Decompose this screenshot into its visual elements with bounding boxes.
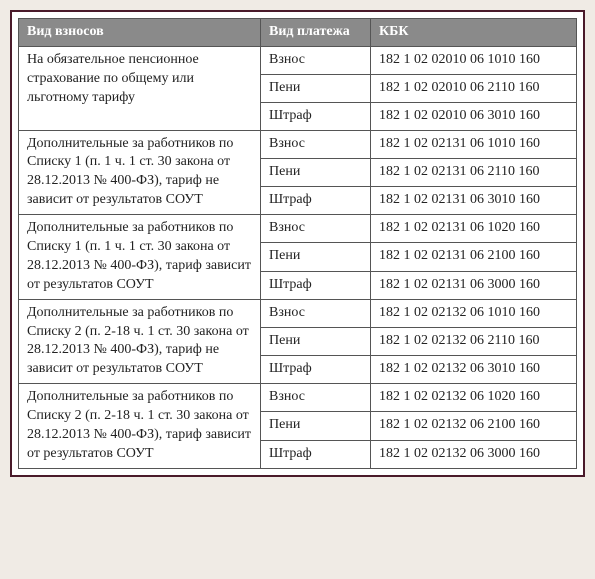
col-header-kbk: КБК: [371, 19, 577, 47]
col-header-pay: Вид платежа: [261, 19, 371, 47]
cell-type: Дополнительные за работников по Списку 2…: [19, 384, 261, 469]
cell-type: Дополнительные за работников по Списку 1…: [19, 130, 261, 215]
table-row: Дополнительные за работников по Списку 2…: [19, 384, 577, 412]
cell-kbk: 182 1 02 02131 06 3000 160: [371, 271, 577, 299]
cell-pay: Пени: [261, 327, 371, 355]
cell-type: Дополнительные за работников по Списку 2…: [19, 299, 261, 384]
kbk-table: Вид взносов Вид платежа КБК На обязатель…: [18, 18, 577, 469]
cell-pay: Пени: [261, 243, 371, 271]
cell-kbk: 182 1 02 02131 06 1010 160: [371, 130, 577, 158]
col-header-type: Вид взносов: [19, 19, 261, 47]
cell-kbk: 182 1 02 02010 06 2110 160: [371, 74, 577, 102]
cell-kbk: 182 1 02 02132 06 1010 160: [371, 299, 577, 327]
cell-pay: Штраф: [261, 356, 371, 384]
cell-kbk: 182 1 02 02132 06 2100 160: [371, 412, 577, 440]
cell-kbk: 182 1 02 02010 06 1010 160: [371, 46, 577, 74]
cell-type: На обязательное пенсионное страхование п…: [19, 46, 261, 130]
cell-pay: Штраф: [261, 186, 371, 214]
cell-pay: Штраф: [261, 102, 371, 130]
cell-kbk: 182 1 02 02132 06 2110 160: [371, 327, 577, 355]
cell-kbk: 182 1 02 02132 06 1020 160: [371, 384, 577, 412]
cell-pay: Штраф: [261, 271, 371, 299]
cell-pay: Пени: [261, 158, 371, 186]
cell-kbk: 182 1 02 02132 06 3010 160: [371, 356, 577, 384]
table-row: Дополнительные за работников по Списку 1…: [19, 130, 577, 158]
cell-kbk: 182 1 02 02132 06 3000 160: [371, 440, 577, 468]
cell-pay: Взнос: [261, 46, 371, 74]
cell-type: Дополнительные за работников по Списку 1…: [19, 215, 261, 300]
table-row: Дополнительные за работников по Списку 1…: [19, 215, 577, 243]
cell-kbk: 182 1 02 02131 06 2110 160: [371, 158, 577, 186]
cell-pay: Взнос: [261, 299, 371, 327]
cell-pay: Пени: [261, 412, 371, 440]
cell-kbk: 182 1 02 02131 06 2100 160: [371, 243, 577, 271]
cell-pay: Взнос: [261, 215, 371, 243]
cell-kbk: 182 1 02 02131 06 1020 160: [371, 215, 577, 243]
cell-pay: Взнос: [261, 384, 371, 412]
table-row: Дополнительные за работников по Списку 2…: [19, 299, 577, 327]
cell-kbk: 182 1 02 02131 06 3010 160: [371, 186, 577, 214]
cell-kbk: 182 1 02 02010 06 3010 160: [371, 102, 577, 130]
cell-pay: Пени: [261, 74, 371, 102]
table-row: На обязательное пенсионное страхование п…: [19, 46, 577, 74]
cell-pay: Взнос: [261, 130, 371, 158]
cell-pay: Штраф: [261, 440, 371, 468]
document-frame: Вид взносов Вид платежа КБК На обязатель…: [10, 10, 585, 477]
